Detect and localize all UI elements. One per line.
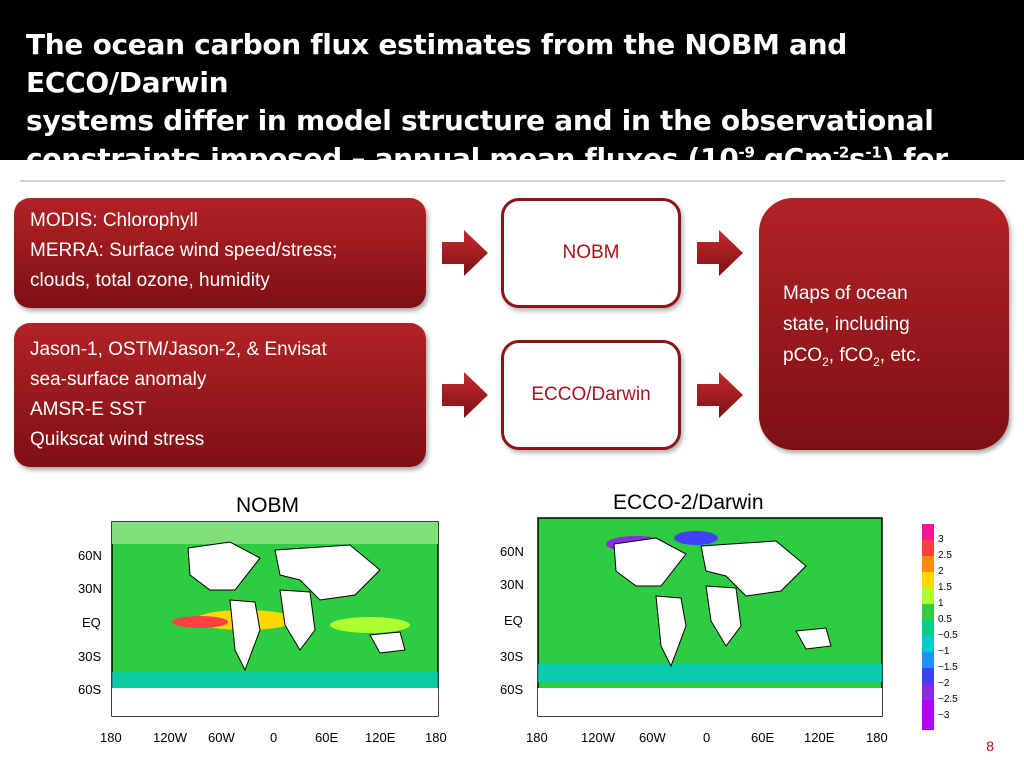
colorbar-swatch [922, 588, 934, 604]
input-line: AMSR-E SST [30, 399, 147, 420]
colorbar-swatch [922, 684, 934, 700]
output-line: Maps of ocean [783, 283, 908, 304]
lon-tick-label: 180 [866, 730, 888, 745]
lat-tick-label: 60N [500, 544, 524, 559]
lon-tick-label: 180 [100, 730, 122, 745]
colorbar-label: −1 [938, 646, 950, 657]
input-box-altimetry: Jason-1, OSTM/Jason-2, & Envisat sea-sur… [14, 323, 426, 467]
output-line: state, including [783, 314, 910, 335]
colorbar-swatch [922, 620, 934, 636]
input-line: clouds, total ozone, humidity [30, 270, 270, 291]
lat-tick-label: 30S [500, 649, 523, 664]
input-line: Jason-1, OSTM/Jason-2, & Envisat [30, 339, 327, 360]
lon-tick-label: 60W [208, 730, 235, 745]
lat-tick-label: 30S [78, 649, 101, 664]
colorbar-label: 3 [938, 534, 944, 545]
colorbar-label: 1.5 [938, 582, 952, 593]
output-box: Maps of ocean state, including pCO2, fCO… [759, 198, 1009, 450]
page-number: 8 [986, 738, 994, 754]
title-bar [0, 0, 1024, 160]
output-line: pCO2, fCO2, etc. [783, 345, 921, 369]
arrow-right-icon [442, 230, 488, 276]
input-line: MERRA: Surface wind speed/stress; [30, 240, 338, 261]
arrow-right-icon [442, 372, 488, 418]
lon-tick-label: 60E [751, 730, 774, 745]
colorbar-label: 2.5 [938, 550, 952, 561]
lon-tick-label: 120E [804, 730, 835, 745]
arrow-right-icon [697, 372, 743, 418]
divider [20, 180, 1005, 182]
lon-tick-label: 0 [703, 730, 710, 745]
lon-tick-label: 60E [315, 730, 338, 745]
lon-tick-label: 180 [425, 730, 447, 745]
lon-tick-label: 120E [365, 730, 396, 745]
model-label: NOBM [562, 242, 620, 263]
title-line-3: constraints imposed – annual mean fluxes… [26, 142, 948, 213]
slide-title: The ocean carbon flux estimates from the… [26, 26, 1016, 216]
lat-tick-label: EQ [82, 615, 101, 630]
input-box-modis-merra: MODIS: Chlorophyll MERRA: Surface wind s… [14, 198, 426, 308]
colorbar-label: −2 [938, 678, 950, 689]
lat-tick-label: 60S [500, 682, 523, 697]
colorbar-swatch [922, 636, 934, 652]
colorbar-label: 1 [938, 598, 944, 609]
colorbar-swatch [922, 524, 934, 540]
nobm-flux-map: 60N 30N EQ 30S 60S 180 120W 60W 0 60E 12… [78, 521, 447, 745]
input-line: sea-surface anomaly [30, 369, 207, 390]
model-box-ecco: ECCO/Darwin [501, 340, 681, 450]
lon-tick-label: 120W [581, 730, 616, 745]
colorbar-swatch [922, 572, 934, 588]
colorbar-swatch [922, 604, 934, 620]
colorbar-label: −2.5 [938, 694, 958, 705]
input-line: MODIS: Chlorophyll [30, 210, 198, 231]
map-title-nobm: NOBM [236, 494, 299, 517]
lon-tick-label: 60W [639, 730, 666, 745]
lon-tick-label: 0 [270, 730, 277, 745]
colorbar-swatch [922, 652, 934, 668]
map-title-ecco: ECCO-2/Darwin [613, 491, 764, 514]
lat-tick-label: EQ [504, 613, 523, 628]
colorbar: 3 2.5 2 1.5 1 0.5 −0.5 −1 −1.5 −2 −2.5 −… [922, 524, 958, 730]
lat-tick-label: 30N [500, 577, 524, 592]
lon-tick-label: 180 [526, 730, 548, 745]
lat-tick-label: 30N [78, 581, 102, 596]
lon-tick-label: 120W [153, 730, 188, 745]
colorbar-label: 0.5 [938, 614, 952, 625]
arrow-right-icon [697, 230, 743, 276]
input-line: Quikscat wind stress [30, 429, 205, 450]
colorbar-label: −3 [938, 710, 950, 721]
colorbar-label: −0.5 [938, 630, 958, 641]
title-line-1: The ocean carbon flux estimates from the… [26, 28, 848, 99]
model-label: ECCO/Darwin [531, 384, 651, 405]
colorbar-label: −1.5 [938, 662, 958, 673]
title-line-2: systems differ in model structure and in… [26, 104, 934, 137]
lat-tick-label: 60S [78, 682, 101, 697]
lat-tick-label: 60N [78, 548, 102, 563]
colorbar-label: 2 [938, 566, 944, 577]
colorbar-swatch [922, 700, 934, 730]
model-box-nobm: NOBM [501, 198, 681, 308]
colorbar-swatch [922, 556, 934, 572]
colorbar-swatch [922, 668, 934, 684]
colorbar-swatch [922, 540, 934, 556]
ecco-flux-map: 60N 30N EQ 30S 60S 180 120W 60W 0 60E 12… [500, 517, 888, 745]
